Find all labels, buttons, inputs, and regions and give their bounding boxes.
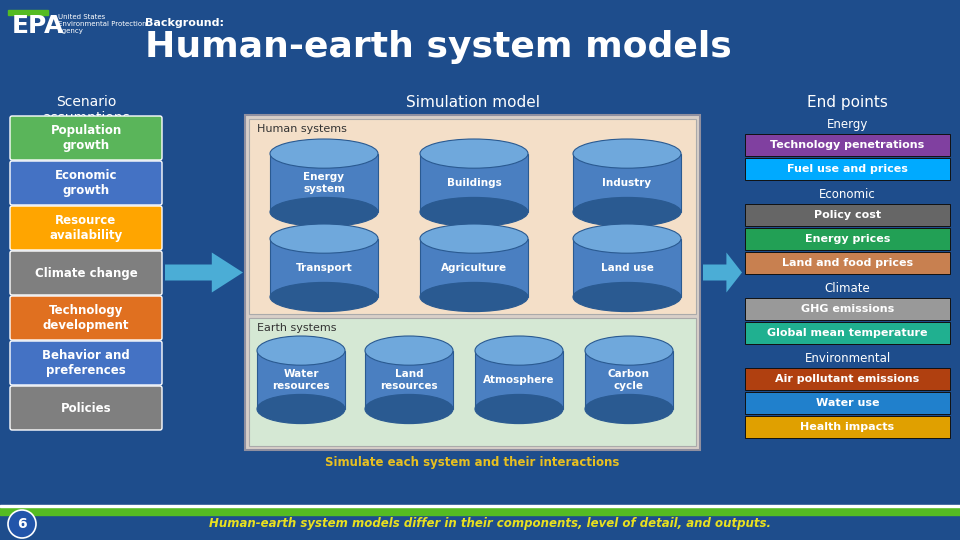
Bar (270, 153, 378, 212)
Text: Policies: Policies (60, 402, 111, 415)
Text: Economic: Economic (819, 188, 876, 201)
FancyBboxPatch shape (10, 341, 162, 385)
Ellipse shape (257, 336, 345, 365)
Bar (257, 350, 345, 409)
Text: Simulation model: Simulation model (405, 95, 540, 110)
Text: GHG emissions: GHG emissions (801, 304, 894, 314)
FancyBboxPatch shape (10, 251, 162, 295)
Bar (745, 252, 950, 274)
Text: End points: End points (807, 95, 888, 110)
Text: Human-earth system models: Human-earth system models (145, 30, 732, 64)
Bar (365, 350, 453, 409)
Bar (745, 158, 950, 180)
Ellipse shape (573, 282, 681, 312)
Text: Environmental: Environmental (804, 352, 891, 365)
Text: Simulate each system and their interactions: Simulate each system and their interacti… (325, 456, 620, 469)
Text: Atmosphere: Atmosphere (483, 375, 555, 385)
Ellipse shape (420, 282, 528, 312)
Circle shape (8, 510, 36, 538)
Text: Climate: Climate (825, 282, 871, 295)
Text: Global mean temperature: Global mean temperature (767, 328, 927, 338)
Text: Fuel use and prices: Fuel use and prices (787, 164, 908, 174)
FancyBboxPatch shape (10, 116, 162, 160)
Ellipse shape (585, 336, 673, 365)
Ellipse shape (585, 394, 673, 423)
FancyBboxPatch shape (10, 161, 162, 205)
Ellipse shape (573, 224, 681, 253)
Text: Human systems: Human systems (257, 124, 347, 134)
Text: Resource
availability: Resource availability (49, 214, 123, 242)
Text: Policy cost: Policy cost (814, 210, 881, 220)
Bar (745, 416, 950, 438)
Bar (0, 508, 960, 515)
Text: Scenario
assumptions: Scenario assumptions (42, 95, 130, 125)
Bar (745, 204, 950, 226)
Ellipse shape (270, 224, 378, 253)
Bar (0, 505, 960, 507)
Bar (249, 119, 696, 314)
Bar (420, 239, 528, 297)
Text: Transport: Transport (296, 263, 352, 273)
Bar (475, 350, 563, 409)
Text: Technology
development: Technology development (43, 304, 130, 332)
FancyBboxPatch shape (10, 386, 162, 430)
Polygon shape (165, 253, 243, 293)
Text: Energy: Energy (827, 118, 868, 131)
Text: Carbon
cycle: Carbon cycle (608, 369, 650, 390)
Text: Economic
growth: Economic growth (55, 169, 117, 197)
Text: Behavior and
preferences: Behavior and preferences (42, 349, 130, 377)
Text: Energy
system: Energy system (303, 172, 345, 194)
Text: Human-earth system models differ in their components, level of detail, and outpu: Human-earth system models differ in thei… (209, 516, 771, 530)
Ellipse shape (420, 224, 528, 253)
Bar (745, 392, 950, 414)
Bar (249, 318, 696, 446)
Ellipse shape (420, 198, 528, 227)
Ellipse shape (420, 139, 528, 168)
Text: Air pollutant emissions: Air pollutant emissions (776, 374, 920, 384)
Bar (745, 134, 950, 156)
Text: Technology penetrations: Technology penetrations (770, 140, 924, 150)
Ellipse shape (475, 336, 563, 365)
Text: Background:: Background: (145, 18, 224, 28)
Text: Population
growth: Population growth (50, 124, 122, 152)
Text: EPA: EPA (12, 14, 64, 38)
Bar (270, 239, 378, 297)
Text: Industry: Industry (603, 178, 652, 188)
Ellipse shape (365, 336, 453, 365)
Text: Land use: Land use (601, 263, 654, 273)
Text: Agriculture: Agriculture (441, 263, 507, 273)
Text: Water
resources: Water resources (273, 369, 330, 390)
Text: United States
Environmental Protection
Agency: United States Environmental Protection A… (58, 14, 147, 34)
FancyBboxPatch shape (10, 206, 162, 250)
Ellipse shape (475, 394, 563, 423)
Bar (8, 10, 48, 15)
Bar (573, 239, 681, 297)
Ellipse shape (573, 139, 681, 168)
Text: Land and food prices: Land and food prices (782, 258, 913, 268)
Polygon shape (703, 253, 742, 293)
Bar (745, 368, 950, 390)
Bar (585, 350, 673, 409)
Text: Earth systems: Earth systems (257, 323, 337, 333)
Bar (420, 153, 528, 212)
Ellipse shape (270, 282, 378, 312)
Ellipse shape (365, 394, 453, 423)
Text: Health impacts: Health impacts (801, 422, 895, 432)
Text: Climate change: Climate change (35, 267, 137, 280)
Ellipse shape (257, 394, 345, 423)
Text: Water use: Water use (816, 398, 879, 408)
Ellipse shape (270, 198, 378, 227)
Text: 6: 6 (17, 517, 27, 531)
Ellipse shape (270, 139, 378, 168)
FancyBboxPatch shape (10, 296, 162, 340)
Bar (745, 228, 950, 250)
Bar (573, 153, 681, 212)
Bar (245, 115, 700, 450)
Ellipse shape (573, 198, 681, 227)
Bar (745, 298, 950, 320)
Text: Land
resources: Land resources (380, 369, 438, 390)
Bar (745, 322, 950, 344)
Text: Buildings: Buildings (446, 178, 501, 188)
Text: Energy prices: Energy prices (804, 234, 890, 244)
